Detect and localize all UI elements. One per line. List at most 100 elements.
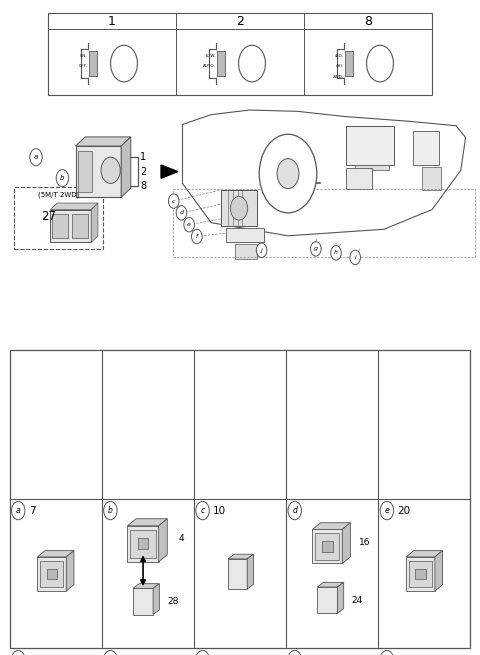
Text: LOW-: LOW- [205,54,216,58]
Bar [48,13,432,95]
Polygon shape [91,203,98,242]
Polygon shape [247,554,253,589]
Text: 24: 24 [351,595,362,605]
Text: ON-: ON- [80,54,88,58]
Bar [10,350,470,648]
Text: d: d [292,506,297,515]
Text: 16: 16 [359,538,370,547]
Bar [89,51,96,76]
Bar [422,167,441,190]
Text: 2: 2 [236,15,244,28]
Text: 8: 8 [140,181,146,191]
Bar [315,533,339,559]
Polygon shape [342,523,350,563]
Text: b: b [60,175,65,181]
Circle shape [30,149,42,166]
Circle shape [259,134,317,213]
Circle shape [367,45,394,82]
Bar [355,165,389,170]
Text: 4: 4 [179,534,185,543]
Text: 10: 10 [213,506,226,515]
Circle shape [256,243,267,257]
Text: 28: 28 [167,597,179,606]
Text: 1: 1 [140,152,146,162]
Bar [228,559,247,589]
Text: 4HI-: 4HI- [336,64,344,68]
Bar [14,187,103,249]
Bar [415,569,425,579]
Text: h: h [334,250,338,255]
Polygon shape [337,582,344,613]
Text: b: b [108,506,113,515]
Polygon shape [121,137,131,197]
Text: e: e [384,506,389,515]
Text: 2WD-: 2WD- [333,75,344,79]
Bar [235,244,257,259]
Text: d: d [180,210,183,215]
Circle shape [288,502,301,520]
Bar [52,214,68,238]
Bar [133,588,153,614]
Polygon shape [228,554,253,559]
Polygon shape [66,551,74,591]
Polygon shape [406,551,443,557]
Circle shape [196,650,209,655]
Circle shape [331,246,341,260]
Circle shape [184,217,194,232]
Bar [138,538,148,549]
Bar [78,151,92,192]
Text: 8: 8 [364,15,372,28]
Text: f: f [196,234,198,239]
Text: 7: 7 [29,506,36,515]
Text: g: g [314,246,318,252]
Circle shape [12,650,25,655]
Circle shape [230,196,248,220]
Circle shape [288,650,301,655]
Text: 27: 27 [41,210,56,223]
Bar [217,51,225,76]
Text: 20: 20 [397,506,410,515]
Circle shape [176,206,187,220]
Polygon shape [161,165,178,178]
Circle shape [110,45,137,82]
Circle shape [311,242,321,256]
Bar [317,587,337,613]
Bar [221,190,257,226]
Polygon shape [75,137,131,146]
Bar [345,51,353,76]
Bar [127,526,158,562]
Bar [226,228,264,242]
Circle shape [239,45,265,82]
Circle shape [192,229,202,244]
Polygon shape [435,551,443,591]
Circle shape [104,650,117,655]
Circle shape [104,502,117,520]
Circle shape [101,157,120,183]
Bar [47,569,57,579]
Circle shape [277,159,299,189]
Circle shape [56,170,69,187]
Bar [130,530,156,558]
Bar [346,168,372,189]
Circle shape [12,502,25,520]
Text: a: a [16,506,21,515]
Polygon shape [153,584,159,614]
Text: 4LO-: 4LO- [335,54,344,58]
Text: e: e [187,222,191,227]
Bar [37,557,66,591]
Circle shape [350,250,360,265]
Text: AUTO-: AUTO- [203,64,216,68]
Text: OFF-: OFF- [79,64,88,68]
Polygon shape [312,523,350,529]
Bar [40,561,63,587]
Circle shape [196,502,209,520]
Bar [346,126,394,165]
Text: 2: 2 [140,166,147,177]
Bar [312,529,342,563]
Circle shape [380,502,394,520]
Text: 1: 1 [108,15,116,28]
Polygon shape [158,519,167,562]
Text: c: c [201,506,204,515]
Text: j: j [261,248,263,253]
Circle shape [380,650,394,655]
